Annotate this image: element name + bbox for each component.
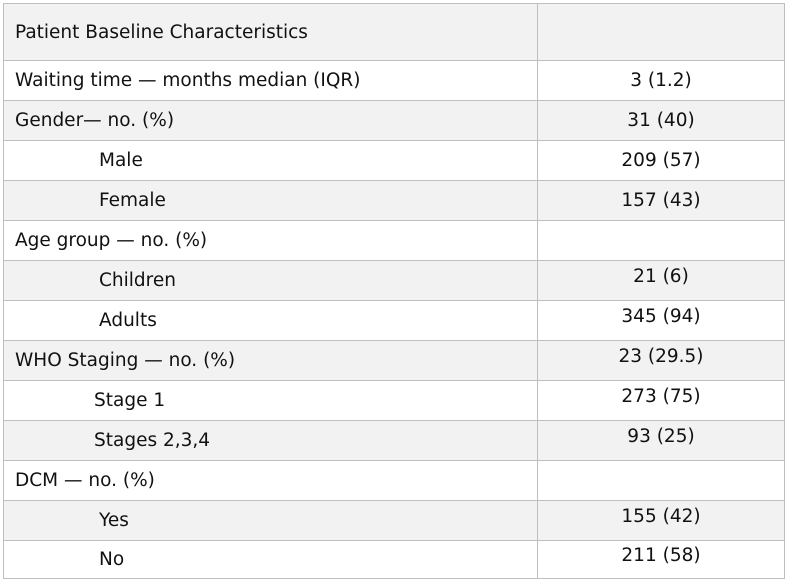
row-label: Stages 2,3,4 [4, 421, 538, 460]
row-value: 31 (40) [538, 101, 785, 140]
row-value [538, 221, 785, 260]
table-row: Male 209 (57) [4, 141, 785, 181]
table-row: Gender— no. (%) 31 (40) [4, 101, 785, 141]
row-label: Waiting time — months median (IQR) [4, 61, 538, 100]
row-label: Age group — no. (%) [4, 221, 538, 260]
table-header-value-cell [538, 4, 785, 60]
row-label: Gender— no. (%) [4, 101, 538, 140]
row-label: DCM — no. (%) [4, 461, 538, 500]
table-row: WHO Staging — no. (%) 23 (29.5) [4, 341, 785, 381]
row-value: 157 (43) [538, 181, 785, 220]
row-label: Adults [4, 301, 538, 340]
table-row: DCM — no. (%) [4, 461, 785, 501]
row-value [538, 461, 785, 500]
row-value: 3 (1.2) [538, 61, 785, 100]
row-label: Stage 1 [4, 381, 538, 420]
row-value: 345 (94) [538, 301, 785, 340]
row-value: 273 (75) [538, 381, 785, 420]
table-row: Yes 155 (42) [4, 501, 785, 541]
row-label: Male [4, 141, 538, 180]
row-value: 93 (25) [538, 421, 785, 460]
row-label: No [4, 541, 538, 578]
row-label: Female [4, 181, 538, 220]
row-value: 23 (29.5) [538, 341, 785, 380]
table-row: Children 21 (6) [4, 261, 785, 301]
table-title-cell: Patient Baseline Characteristics [4, 4, 538, 60]
table-header-row: Patient Baseline Characteristics [4, 4, 785, 61]
table-row: Waiting time — months median (IQR) 3 (1.… [4, 61, 785, 101]
table-row: Female 157 (43) [4, 181, 785, 221]
row-value: 211 (58) [538, 541, 785, 578]
table-row: Age group — no. (%) [4, 221, 785, 261]
table-row: Stage 1 273 (75) [4, 381, 785, 421]
row-label: Children [4, 261, 538, 300]
table-row: No 211 (58) [4, 541, 785, 579]
table-row: Stages 2,3,4 93 (25) [4, 421, 785, 461]
row-value: 209 (57) [538, 141, 785, 180]
table-row: Adults 345 (94) [4, 301, 785, 341]
row-label: Yes [4, 501, 538, 540]
row-value: 155 (42) [538, 501, 785, 540]
row-value: 21 (6) [538, 261, 785, 300]
baseline-characteristics-table: Patient Baseline Characteristics Waiting… [3, 3, 785, 579]
row-label: WHO Staging — no. (%) [4, 341, 538, 380]
